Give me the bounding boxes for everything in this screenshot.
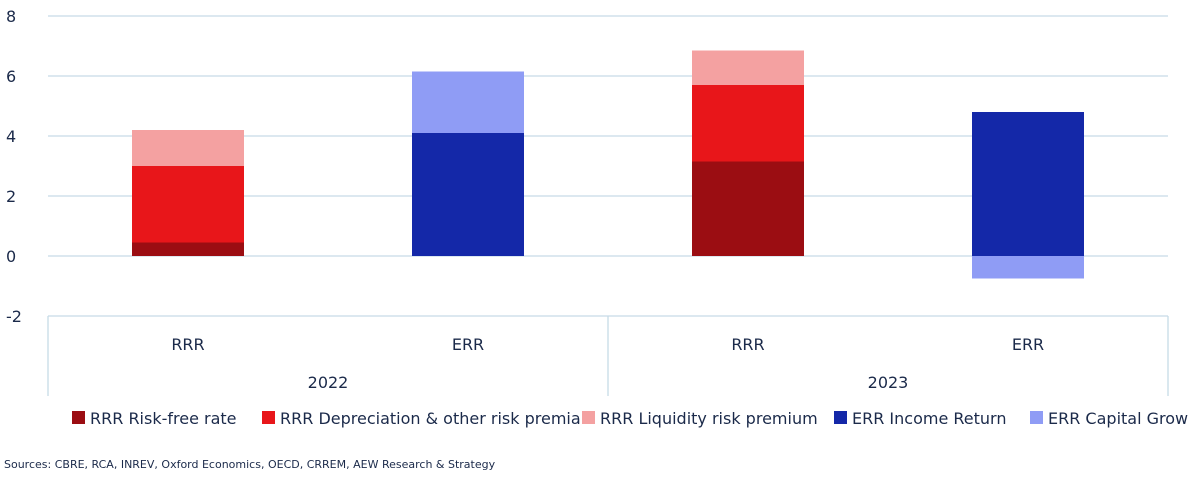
legend-label: RRR Liquidity risk premium <box>600 409 818 428</box>
x-group-label: 2023 <box>868 373 909 392</box>
bar-segment <box>972 256 1084 279</box>
x-category-label: RRR <box>731 335 764 354</box>
legend-label: RRR Depreciation & other risk premia <box>280 409 581 428</box>
legend-label: RRR Risk-free rate <box>90 409 237 428</box>
y-axis-ticks: 8 6 4 2 0 -2 <box>6 7 22 326</box>
y-tick-label: 8 <box>6 7 16 26</box>
source-note: Sources: CBRE, RCA, INREV, Oxford Econom… <box>4 458 496 471</box>
bar-segment <box>132 242 244 256</box>
bar-segment <box>412 71 524 133</box>
y-tick-label: -2 <box>6 307 22 326</box>
legend-swatch <box>582 411 595 424</box>
legend-swatch <box>834 411 847 424</box>
x-category-label: RRR <box>171 335 204 354</box>
legend-swatch <box>72 411 85 424</box>
bar-segment <box>132 166 244 243</box>
legend-label: ERR Capital Growth <box>1048 409 1188 428</box>
y-tick-label: 2 <box>6 187 16 206</box>
bar-segment <box>972 112 1084 256</box>
y-tick-label: 0 <box>6 247 16 266</box>
x-category-label: ERR <box>1012 335 1044 354</box>
y-tick-label: 6 <box>6 67 16 86</box>
bars <box>132 50 1084 279</box>
x-group-label: 2022 <box>308 373 349 392</box>
x-axis-categories: RRR ERR RRR ERR 2022 2023 <box>47 316 1169 396</box>
legend: RRR Risk-free rate RRR Depreciation & oth… <box>72 409 1188 428</box>
legend-swatch <box>262 411 275 424</box>
legend-label: ERR Income Return <box>852 409 1006 428</box>
bar-segment <box>692 50 804 85</box>
x-category-label: ERR <box>452 335 484 354</box>
y-tick-label: 4 <box>6 127 16 146</box>
bar-segment <box>692 85 804 162</box>
bar-segment <box>692 161 804 256</box>
bar-segment <box>132 130 244 166</box>
bar-segment <box>412 133 524 256</box>
legend-swatch <box>1030 411 1043 424</box>
